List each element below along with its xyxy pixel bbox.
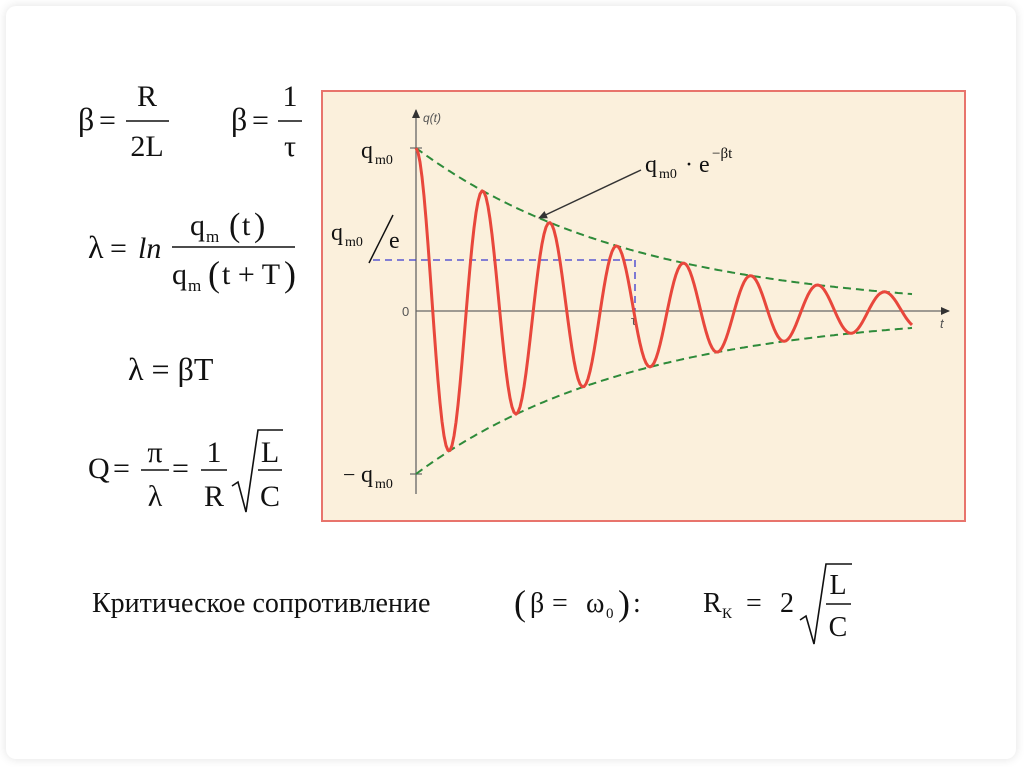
open-paren: ( bbox=[229, 207, 240, 244]
x-axis-label: t bbox=[940, 316, 945, 331]
formula-beta-one-over-tau: β = 1 τ bbox=[231, 80, 302, 163]
r-denominator: R bbox=[204, 480, 224, 513]
formula-panel: β = R 2L β = 1 τ λ = ln q m ( bbox=[0, 0, 320, 540]
condition-beta: β bbox=[530, 588, 544, 619]
neg-qm0-sign: − bbox=[343, 462, 355, 487]
envelope-formula-label: q m0 · e −βt bbox=[645, 146, 733, 182]
envelope-pointer-arrow bbox=[538, 169, 642, 219]
beta-symbol: β bbox=[78, 101, 94, 137]
damped-oscillation-curve bbox=[414, 147, 914, 452]
upper-envelope-curve bbox=[415, 147, 913, 296]
equals-sign: = bbox=[113, 452, 130, 485]
close-paren: ) bbox=[618, 583, 630, 623]
envelope-subscript: m0 bbox=[659, 167, 677, 182]
damped-oscillation-figure: q(t) t 0 τ q m0 q m0 e − q m0 q m0 bbox=[321, 90, 966, 522]
equals-sign: = bbox=[110, 232, 127, 265]
fraction-denominator: 2L bbox=[130, 130, 163, 163]
beta-symbol: β bbox=[231, 101, 247, 137]
rk-sqrt-numerator: L bbox=[829, 570, 846, 601]
qm0-over-e-subscript: m0 bbox=[345, 235, 363, 250]
formula-quality-factor: Q = π λ = 1 R L C bbox=[88, 429, 283, 513]
lambda-symbol: λ bbox=[88, 229, 104, 265]
q-symbol: Q bbox=[88, 452, 110, 485]
rk-subscript: К bbox=[722, 606, 733, 622]
qm0-label-subscript: m0 bbox=[375, 153, 393, 168]
formula-lambda-ln: λ = ln q m ( t ) q m ( t + T ) bbox=[88, 207, 296, 295]
one-numerator: 1 bbox=[207, 436, 222, 469]
open-paren: ( bbox=[514, 583, 526, 623]
fraction-numerator: R bbox=[137, 80, 157, 113]
critical-resistance-formula: R К = 2 L C bbox=[703, 563, 852, 645]
equals-sign: = bbox=[172, 452, 189, 485]
fraction-numerator: 1 bbox=[283, 80, 298, 113]
critical-resistance-line: Критическое сопротивление ( β = ω 0 ) : … bbox=[0, 560, 1024, 650]
c-denominator: C bbox=[260, 480, 280, 513]
qm0-over-e-label: q bbox=[331, 220, 343, 246]
lower-envelope-curve bbox=[415, 326, 913, 475]
neg-qm0-label: q bbox=[361, 462, 373, 488]
envelope-q: q bbox=[645, 152, 657, 178]
denominator-argument: t + T bbox=[222, 258, 280, 291]
numerator-subscript: m bbox=[206, 227, 219, 246]
division-slash bbox=[368, 214, 394, 264]
neg-qm0-subscript: m0 bbox=[375, 477, 393, 492]
open-paren: ( bbox=[208, 254, 220, 294]
sqrt-sign bbox=[799, 563, 852, 645]
condition-colon: : bbox=[633, 588, 641, 619]
condition-omega: ω bbox=[586, 588, 604, 619]
envelope-dot: · bbox=[685, 152, 693, 178]
pi-numerator: π bbox=[147, 436, 162, 469]
fraction-denominator: τ bbox=[284, 130, 296, 163]
condition-omega-subscript: 0 bbox=[606, 606, 614, 622]
formula-beta-r-over-2l: β = R 2L bbox=[78, 80, 169, 163]
numerator-q: q bbox=[190, 209, 205, 242]
numerator-argument: t bbox=[242, 209, 251, 242]
equals-sign: = bbox=[252, 104, 269, 137]
sqrt-sign bbox=[231, 429, 283, 513]
condition-equals: = bbox=[552, 588, 568, 619]
equals-sign: = bbox=[99, 104, 116, 137]
rk-equals: = bbox=[746, 588, 762, 619]
envelope-e: e bbox=[699, 152, 710, 178]
close-paren: ) bbox=[254, 207, 265, 244]
lambda-denominator: λ bbox=[148, 480, 163, 513]
rk-symbol: R bbox=[703, 588, 722, 619]
formula-lambda-beta-t: λ = βT bbox=[128, 351, 214, 387]
denominator-q: q bbox=[172, 258, 187, 291]
qm0-label: q bbox=[361, 138, 373, 164]
close-paren: ) bbox=[284, 254, 296, 294]
l-numerator: L bbox=[261, 436, 279, 469]
envelope-exponent: −βt bbox=[712, 146, 733, 162]
critical-condition: ( β = ω 0 ) : bbox=[514, 583, 641, 623]
denominator-subscript: m bbox=[188, 276, 201, 295]
y-axis-label: q(t) bbox=[423, 111, 441, 125]
rk-sqrt-denominator: C bbox=[829, 612, 848, 643]
ln-function: ln bbox=[138, 232, 161, 265]
origin-label: 0 bbox=[402, 304, 409, 319]
rk-coefficient: 2 bbox=[780, 588, 794, 619]
qm0-over-e-denominator: e bbox=[389, 228, 400, 254]
critical-resistance-text: Критическое сопротивление bbox=[92, 588, 430, 619]
